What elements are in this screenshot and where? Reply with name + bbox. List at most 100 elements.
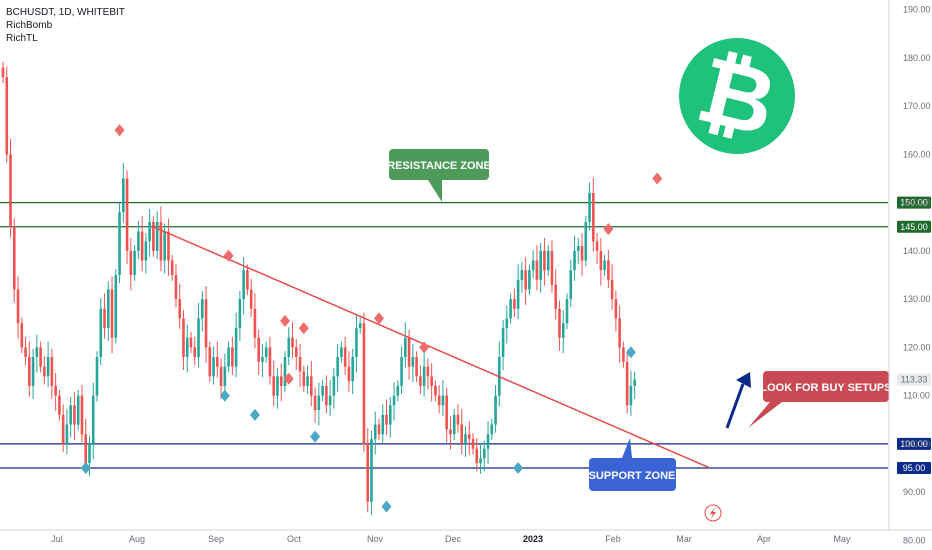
buy-signal-marker: [219, 389, 230, 402]
y-tick-label: 110.00: [903, 391, 930, 401]
price-axis[interactable]: 80.00 90.00 100.00 110.00 120.00 130.00 140.00…: [888, 0, 931, 545]
candle-body: [494, 395, 497, 425]
candle-body: [197, 318, 200, 358]
up-arrow-shaft: [725, 383, 745, 429]
level-price-label: 150.00: [900, 198, 928, 208]
candle-body: [125, 178, 129, 251]
candle-body: [272, 376, 276, 396]
candle-body: [174, 275, 178, 300]
resistance-callout-box: [389, 149, 489, 180]
candle-body: [528, 270, 531, 290]
candle-body: [445, 395, 448, 430]
candle-body: [407, 337, 411, 367]
candle-body: [133, 250, 136, 275]
y-tick-label: 140.00: [903, 246, 931, 256]
candle-body: [437, 395, 441, 406]
candle-body: [65, 424, 69, 444]
indicator-richtl[interactable]: RichTL: [6, 33, 38, 44]
candle-body: [580, 246, 584, 261]
level-price-tag: [897, 220, 931, 233]
candle-body: [73, 405, 76, 425]
candle-body: [103, 308, 106, 329]
candle-body: [264, 347, 268, 358]
y-tick-label: 160.00: [903, 149, 931, 159]
candle-body: [24, 347, 27, 358]
level-price-label: 145.00: [900, 222, 928, 232]
candle-body: [58, 395, 61, 415]
candle-body: [152, 221, 155, 251]
candle-body: [467, 434, 471, 440]
y-tick-label: 130.00: [903, 294, 931, 304]
candle-body: [576, 246, 580, 251]
level-price-tag: [897, 437, 931, 450]
candle-body: [167, 231, 170, 261]
signal-markers: [80, 124, 663, 513]
candle-body: [622, 347, 625, 362]
candle-body: [362, 323, 366, 444]
candle-body: [460, 424, 464, 444]
candle-body: [618, 318, 621, 348]
candle-body: [234, 328, 238, 367]
sell-signal-marker: [419, 341, 430, 354]
candle-body: [28, 357, 31, 386]
candle-body: [106, 289, 110, 329]
candle-body: [392, 395, 396, 406]
sell-signal-marker: [223, 249, 234, 262]
candle-body: [561, 323, 565, 338]
candle-body: [343, 347, 347, 367]
candle-body: [227, 347, 230, 367]
candle-body: [479, 458, 482, 464]
up-arrow-icon: [725, 372, 751, 429]
candle-body: [599, 250, 603, 271]
candle-body: [95, 357, 99, 396]
x-tick-label: Sep: [208, 534, 224, 544]
sell-signal-marker: [652, 172, 663, 185]
x-tick-label: Oct: [287, 534, 302, 544]
candle-body: [129, 250, 133, 275]
candle-body: [449, 429, 452, 435]
candle-body: [249, 289, 253, 309]
candle-body: [347, 366, 351, 382]
candle-body: [114, 275, 118, 338]
support-zone-label: SUPPORT ZONE: [589, 470, 676, 482]
candle-body: [283, 357, 287, 386]
candle-body: [373, 424, 377, 440]
y-tick-label: 90.00: [903, 487, 926, 497]
candle-body: [193, 347, 197, 358]
candle-body: [543, 250, 546, 271]
candle-body: [486, 434, 490, 449]
candle-body: [388, 405, 392, 425]
symbol-title[interactable]: BCHUSDT, 1D, WHITEBIT: [6, 7, 125, 18]
candle-body: [287, 337, 291, 358]
y-tick-label: 150.00: [903, 198, 931, 208]
candle-body: [441, 395, 445, 406]
y-tick-label: 100.00: [903, 439, 931, 449]
candle-body: [137, 231, 140, 251]
candle-body: [43, 366, 46, 377]
y-tick-label: 80.00: [903, 535, 926, 545]
support-callout-pointer: [622, 438, 632, 458]
sell-signal-marker: [114, 124, 125, 137]
chart-legend: BCHUSDT, 1D, WHITEBIT RichBomb RichTL: [6, 6, 125, 45]
candle-body: [212, 357, 215, 377]
candle-body: [404, 337, 407, 358]
candle-body: [610, 279, 614, 300]
candle-body: [208, 347, 212, 377]
candle-body: [216, 357, 219, 367]
candle-body: [69, 405, 72, 425]
level-price-label: 95.00: [903, 463, 926, 473]
buy-signal-marker: [249, 408, 260, 421]
indicator-richbomb[interactable]: RichBomb: [6, 20, 53, 31]
candle-body: [159, 221, 163, 261]
candle-body: [257, 337, 260, 362]
x-tick-label: Feb: [605, 534, 621, 544]
candle-body: [464, 434, 467, 444]
candle-body: [584, 221, 588, 261]
bitcoin-cash-logo: ₿: [679, 36, 795, 157]
x-tick-label: Jul: [51, 534, 63, 544]
candle-body: [16, 289, 20, 324]
candle-body: [471, 439, 475, 449]
resistance-zone-label: RESISTANCE ZONE: [387, 160, 491, 172]
time-axis[interactable]: Jul Aug Sep Oct Nov Dec 2023 Feb Mar Apr May: [0, 529, 932, 544]
